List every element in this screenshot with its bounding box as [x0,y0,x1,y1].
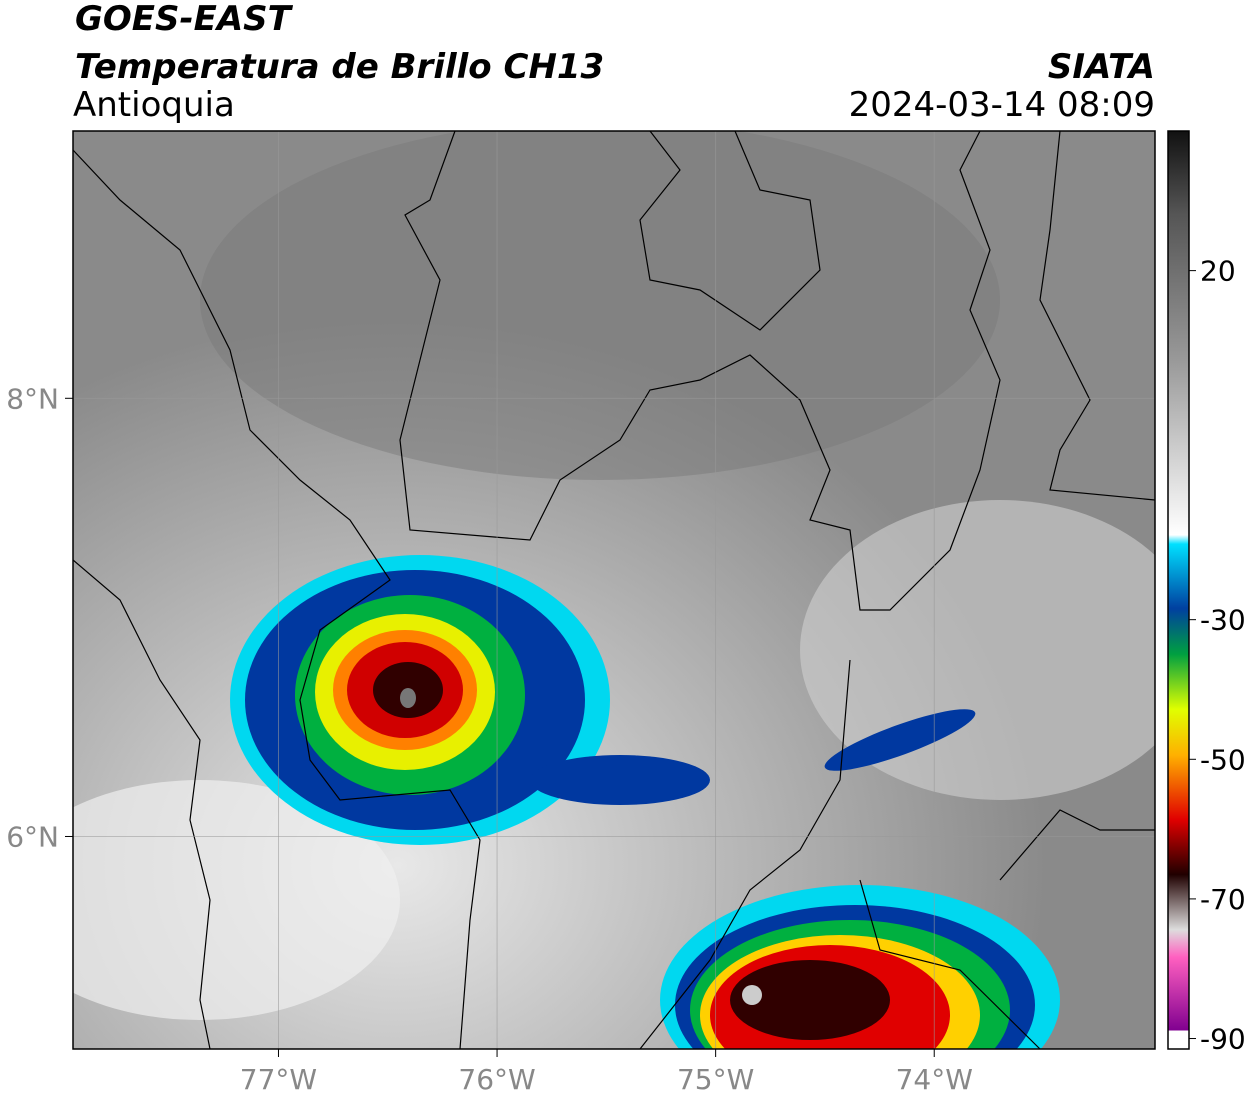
y-tick-label: 6°N [6,820,59,853]
x-tick-label: 74°W [896,1063,973,1096]
satellite-title: GOES-EAST [75,0,294,39]
source-label: SIATA [1048,47,1155,87]
colorbar-tick-label: -90 [1200,1023,1246,1056]
map-frame [72,130,1156,1050]
colorbar-tick-label: -30 [1200,604,1246,637]
datetime-label: 2024-03-14 08:09 [849,85,1155,125]
colorbar-tick-label: -70 [1200,883,1246,916]
product-title: Temperatura de Brillo CH13 [75,47,604,87]
colorbar-tick-label: -50 [1200,743,1246,776]
grid [73,131,1155,1049]
x-tick-label: 76°W [458,1063,535,1096]
x-tick-label: 77°W [240,1063,317,1096]
satellite-image [73,131,1155,1049]
x-tick-label: 75°W [677,1063,754,1096]
y-tick-label: 8°N [6,382,59,415]
region-label: Antioquia [73,85,235,125]
colorbar [1167,130,1190,1050]
colorbar-tick-label: 20 [1200,255,1236,288]
